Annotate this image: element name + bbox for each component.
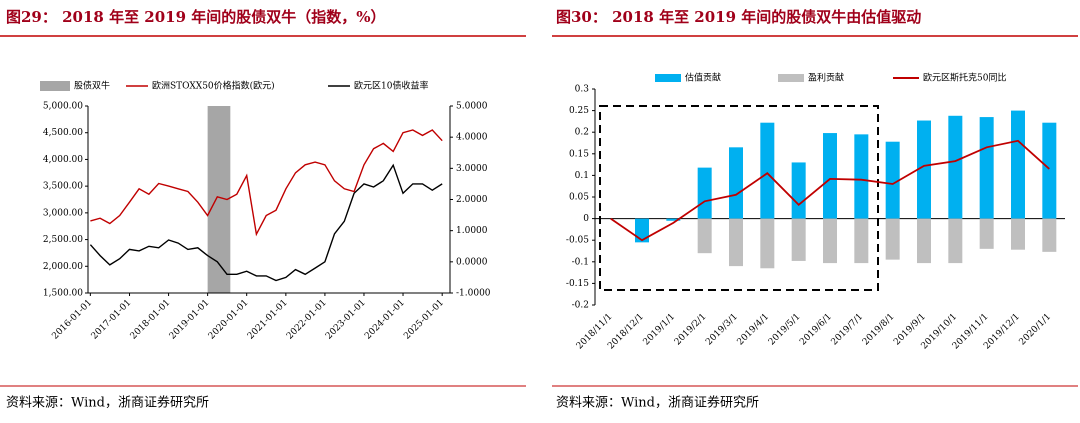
legend-label: 盈利贡献 [808,72,844,84]
y-tick-label: 4,500.00 [43,128,83,138]
bar [948,115,963,219]
bar [917,218,931,264]
y2-tick-label: 0.0000 [456,257,488,267]
x-tick-label: 2020-01-01 [207,298,251,342]
y-tick-label: 0.25 [569,106,589,116]
legend-label: 欧洲STOXX50价格指数(欧元) [152,80,275,92]
y2-tick-label: 1.0000 [456,226,488,236]
highlight-box [599,105,879,291]
bar [666,218,681,221]
y-tick-label: -0.15 [566,279,589,289]
x-tick-label: 2019/2/1 [673,312,709,348]
y-tick-label: -0.2 [572,301,589,311]
bar [791,218,806,261]
y-tick-label: 0.05 [569,193,589,203]
bar [791,162,806,219]
x-tick-label: 2022-01-01 [285,298,329,342]
legend-label: 估值贡献 [685,72,721,84]
bar [729,218,743,267]
x-tick-label: 2019-01-01 [168,298,212,342]
x-tick-label: 2019/6/1 [798,312,834,348]
line-series [90,129,443,237]
y-tick-label: 0 [583,214,589,224]
y-tick-label: 3,000.00 [43,208,83,218]
bar [979,117,994,219]
line-series [89,163,443,282]
legend-swatch [655,74,681,82]
x-tick-label: 2016-01-01 [50,298,94,342]
bar [1042,122,1057,219]
x-tick-label: 2019/8/1 [861,312,897,348]
y-tick-label: 2,000.00 [43,262,83,272]
bar [697,218,712,254]
y-tick-label: 2,500.00 [43,235,83,245]
x-tick-label: 2019/1/1 [642,312,678,348]
legend-label: 欧元区10债收益率 [354,80,428,92]
bar [635,218,649,243]
y-tick-label: 0.15 [569,149,589,159]
bar [760,218,775,269]
y-tick-label: 4,000.00 [43,155,83,165]
y2-tick-label: 3.0000 [456,164,488,174]
legend-swatch [40,81,70,91]
bar [885,141,900,219]
y2-tick-label: 2.0000 [456,195,488,205]
bar [1011,110,1025,219]
y-tick-label: 5,000.00 [43,102,83,112]
bar [697,167,712,219]
bar [729,147,743,219]
x-tick-label: 2018-01-01 [129,298,173,342]
bar [979,218,994,249]
figure-title: 图30： 2018 年至 2019 年间的股债双牛由估值驱动 [556,8,921,26]
x-tick-label: 2021-01-01 [246,298,290,342]
bar [948,218,963,264]
x-tick-label: 2017-01-01 [90,298,134,342]
y-tick-label: 3,500.00 [43,182,83,192]
bar [1042,218,1057,252]
bar [823,133,837,219]
bar [854,218,869,264]
x-tick-label: 2023-01-01 [324,298,368,342]
bar [854,134,869,219]
legend-label: 股债双牛 [74,80,110,92]
source: 资料来源：Wind，浙商证券研究所 [6,395,209,411]
y-tick-label: 0.2 [575,128,589,138]
y2-tick-label: 5.0000 [456,102,488,112]
bar [823,218,837,264]
legend-swatch [778,74,804,82]
y-tick-label: 0.3 [575,85,590,95]
x-tick-label: 2019/4/1 [736,312,772,348]
x-tick-label: 2019/7/1 [830,312,866,348]
x-tick-label: 2024-01-01 [363,298,407,342]
bar [885,218,900,260]
y-tick-label: 1,500.00 [43,289,83,299]
y2-tick-label: -1.0000 [456,289,491,299]
legend-label: 欧元区斯托克50同比 [923,72,1006,84]
x-tick-label: 2020/1/1 [1018,312,1054,348]
y-tick-label: 0.1 [575,171,589,181]
x-tick-label: 2025-01-01 [402,298,446,342]
bar [1011,218,1025,250]
figure-title: 图29： 2018 年至 2019 年间的股债双牛（指数，%） [6,8,386,26]
bar [760,122,775,219]
y-tick-label: -0.1 [572,257,589,267]
shaded-period [207,106,231,293]
source: 资料来源：Wind，浙商证券研究所 [556,395,759,411]
y-tick-label: -0.05 [566,236,589,246]
x-tick-label: 2019/3/1 [704,312,740,348]
x-tick-label: 2019/5/1 [767,312,803,348]
line-series [610,139,1050,242]
bar [917,120,931,219]
y2-tick-label: 4.0000 [456,133,488,143]
